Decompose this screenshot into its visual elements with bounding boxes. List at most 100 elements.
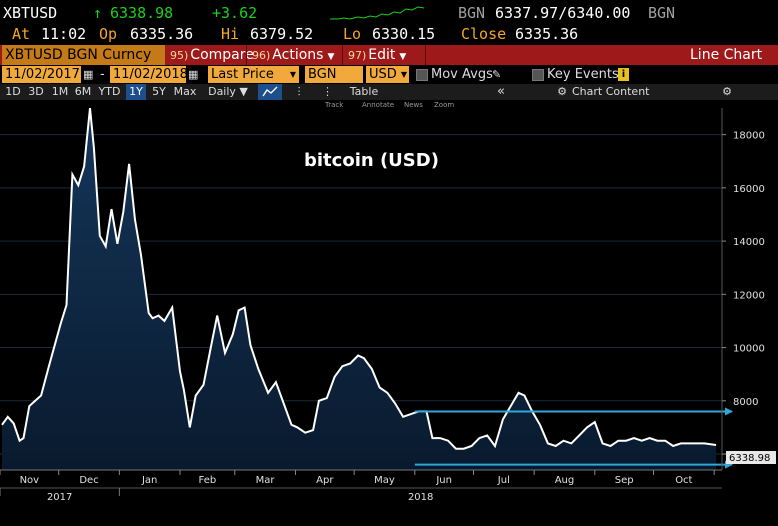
chart-title: bitcoin (USD) — [304, 150, 439, 171]
calendar-icon[interactable]: ▦ — [83, 68, 94, 81]
price-change: +3.62 — [212, 4, 258, 22]
dots-icon[interactable]: ⋮ — [322, 85, 333, 98]
quote-time: 11:02 — [41, 25, 87, 43]
start-date-input[interactable]: 11/02/2017 — [2, 66, 81, 83]
zoom-tool[interactable]: Zoom — [434, 101, 455, 109]
y-tick-label: 12000 — [733, 290, 765, 301]
compare-label: Compare — [190, 47, 254, 63]
chart-tools: Track Annotate News Zoom — [0, 100, 778, 110]
open-label: Op — [99, 25, 118, 43]
currency-select[interactable]: USD ▼ — [366, 66, 409, 83]
close-label: Close — [461, 25, 507, 43]
x-tick-label: Mar — [256, 475, 276, 486]
news-tool[interactable]: News — [404, 101, 423, 109]
caret-down-icon: ▼ — [399, 52, 407, 62]
y-tick-label: 8000 — [733, 397, 758, 408]
price-area — [1, 108, 717, 470]
line-chart-icon[interactable] — [258, 84, 282, 100]
high-value: 6379.52 — [250, 25, 314, 43]
year-label: 2018 — [408, 492, 433, 503]
collapse-button[interactable]: « — [497, 84, 505, 99]
range-ytd-button[interactable]: YTD — [98, 85, 121, 98]
actions-button[interactable]: 96) Actions ▼ — [252, 45, 334, 65]
chart-toolbar: 1D 3D 1M 6M YTD 1Y 5Y Max Daily ▼ ⫶ ⋮ Ta… — [0, 84, 778, 100]
low-label: Lo — [343, 25, 362, 43]
x-tick-label: Aug — [555, 475, 575, 486]
source-label-2: BGN — [648, 4, 676, 22]
sparkline-icon — [330, 6, 425, 20]
command-bar: XBTUSD BGN Curncy 95) Compare 96) Actions ▼… — [0, 45, 778, 65]
pencil-icon[interactable]: ✎ — [492, 68, 502, 81]
last-value-text: 6338.98 — [729, 453, 770, 464]
field-value: Last Price — [211, 67, 274, 82]
quote-line-2: At 11:02 Op 6335.36 Hi 6379.52 Lo 6330.1… — [0, 23, 778, 45]
annotate-tool[interactable]: Annotate — [362, 101, 395, 109]
date-range-dash: - — [100, 67, 105, 82]
frequency-select[interactable]: Daily ▼ — [208, 85, 248, 98]
settings-small-icon: ⚙ — [557, 85, 567, 98]
x-tick-label: Jul — [497, 475, 510, 486]
bid-ask: 6337.97/6340.00 — [495, 4, 631, 22]
x-tick-label: Jan — [141, 475, 157, 486]
y-tick-label: 18000 — [733, 131, 765, 142]
caret-down-icon: ▼ — [289, 70, 296, 79]
y-tick-label: 14000 — [733, 237, 765, 248]
chart-type-label[interactable]: Line Chart — [690, 47, 763, 63]
close-value: 6335.36 — [515, 25, 579, 43]
divider — [425, 45, 426, 65]
last-value-tag: 6338.98 — [726, 451, 776, 464]
end-date-input[interactable]: 11/02/2018 — [110, 66, 188, 83]
range-1m-button[interactable]: 1M — [51, 85, 69, 98]
chart-content-button[interactable]: Chart Content — [572, 85, 650, 98]
range-1d-button[interactable]: 1D — [5, 85, 21, 98]
year-label: 2017 — [47, 492, 72, 503]
up-arrow-icon: ↑ — [93, 4, 103, 22]
actions-label: Actions — [272, 47, 324, 63]
source-input[interactable]: BGN — [305, 66, 363, 83]
range-5y-button[interactable]: 5Y — [152, 85, 166, 98]
caret-down-icon: ▼ — [400, 70, 407, 79]
mov-avgs-checkbox[interactable] — [416, 69, 428, 81]
x-tick-label: Apr — [316, 475, 334, 486]
info-icon[interactable]: i — [618, 68, 629, 81]
field-select[interactable]: Last Price ▼ — [208, 66, 299, 83]
security-field[interactable]: XBTUSD BGN Curncy — [2, 45, 165, 65]
edit-shortcut: 97) — [348, 49, 367, 62]
divider — [342, 45, 343, 65]
track-tool[interactable]: Track — [325, 101, 344, 109]
price-chart[interactable]: 600080001000012000140001600018000 NovDec… — [0, 108, 778, 526]
caret-down-icon: ▼ — [327, 52, 335, 62]
actions-shortcut: 96) — [252, 49, 271, 62]
low-value: 6330.15 — [372, 25, 436, 43]
range-1y-button[interactable]: 1Y — [126, 84, 146, 100]
ticker-symbol: XBTUSD — [3, 4, 58, 22]
source-label: BGN — [458, 4, 486, 22]
x-tick-label: Oct — [675, 475, 692, 486]
annotation-arrows — [414, 407, 733, 469]
key-events-checkbox[interactable] — [532, 69, 544, 81]
edit-button[interactable]: 97) Edit ▼ — [348, 45, 406, 65]
bar-chart-icon[interactable]: ⫶ — [297, 85, 301, 99]
x-tick-label: Nov — [20, 475, 40, 486]
divider — [246, 45, 247, 65]
high-label: Hi — [221, 25, 240, 43]
y-tick-label: 16000 — [733, 184, 765, 195]
settings-bar: 11/02/2017 ▦ - 11/02/2018 ▦ Last Price ▼ … — [0, 66, 778, 84]
table-button[interactable]: Table — [349, 85, 379, 98]
x-axis: Nov Dec Jan Feb Mar Apr May Jun Jul Aug Sep Oct 2017… — [0, 469, 722, 503]
edit-label: Edit — [368, 47, 396, 63]
range-6m-button[interactable]: 6M — [74, 85, 92, 98]
gear-icon[interactable]: ⚙ — [722, 85, 732, 98]
x-tick-label: Jun — [435, 475, 452, 486]
calendar-icon[interactable]: ▦ — [188, 68, 199, 81]
open-value: 6335.36 — [130, 25, 194, 43]
key-events-label: Key Events — [547, 67, 619, 82]
mov-avgs-label: Mov Avgs — [431, 67, 493, 82]
quote-line-1: XBTUSD ↑ 6338.98 +3.62 BGN 6337.97/6340.… — [0, 2, 778, 24]
x-tick-label: Feb — [199, 475, 217, 486]
range-3d-button[interactable]: 3D — [28, 85, 44, 98]
at-label: At — [12, 25, 31, 43]
x-tick-label: May — [374, 475, 395, 486]
compare-button[interactable]: 95) Compare — [170, 45, 254, 65]
range-max-button[interactable]: Max — [173, 85, 197, 98]
